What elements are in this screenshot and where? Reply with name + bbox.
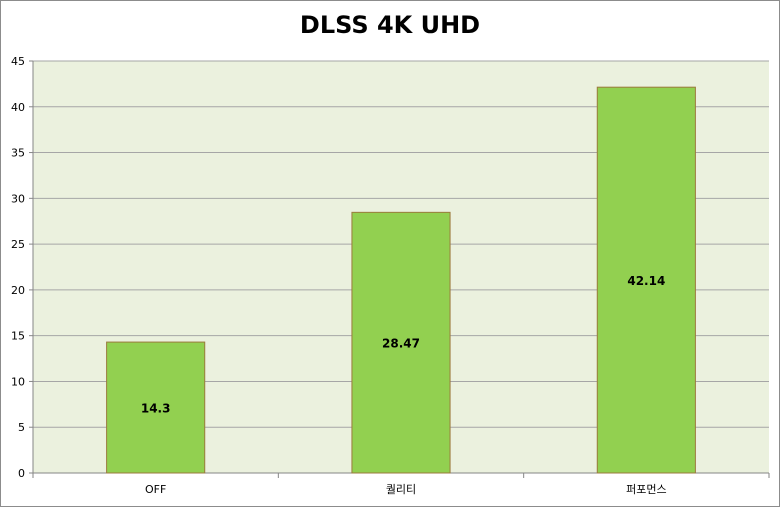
y-tick-label: 5 (18, 421, 25, 434)
y-tick-label: 10 (11, 375, 25, 388)
y-tick-label: 15 (11, 330, 25, 343)
y-tick-label: 30 (11, 192, 25, 205)
chart-title: DLSS 4K UHD (299, 11, 481, 39)
data-label-2: 28.47 (382, 337, 420, 351)
data-label-1: 14.3 (141, 402, 171, 416)
y-tick-label: 35 (11, 147, 25, 160)
x-tick-label-1: OFF (145, 483, 166, 496)
y-tick-label: 25 (11, 238, 25, 251)
y-tick-label: 0 (18, 467, 25, 480)
y-tick-label: 20 (11, 284, 25, 297)
bar-2 (351, 211, 451, 474)
y-tick-label: 45 (11, 55, 25, 68)
data-label-3: 42.14 (627, 274, 665, 288)
bar-1 (106, 341, 206, 474)
x-tick-label-3: 퍼포먼스 (626, 483, 666, 496)
bar-3 (596, 86, 696, 474)
x-tick-label-2: 퀄리티 (386, 483, 416, 496)
y-tick-label: 40 (11, 101, 25, 114)
